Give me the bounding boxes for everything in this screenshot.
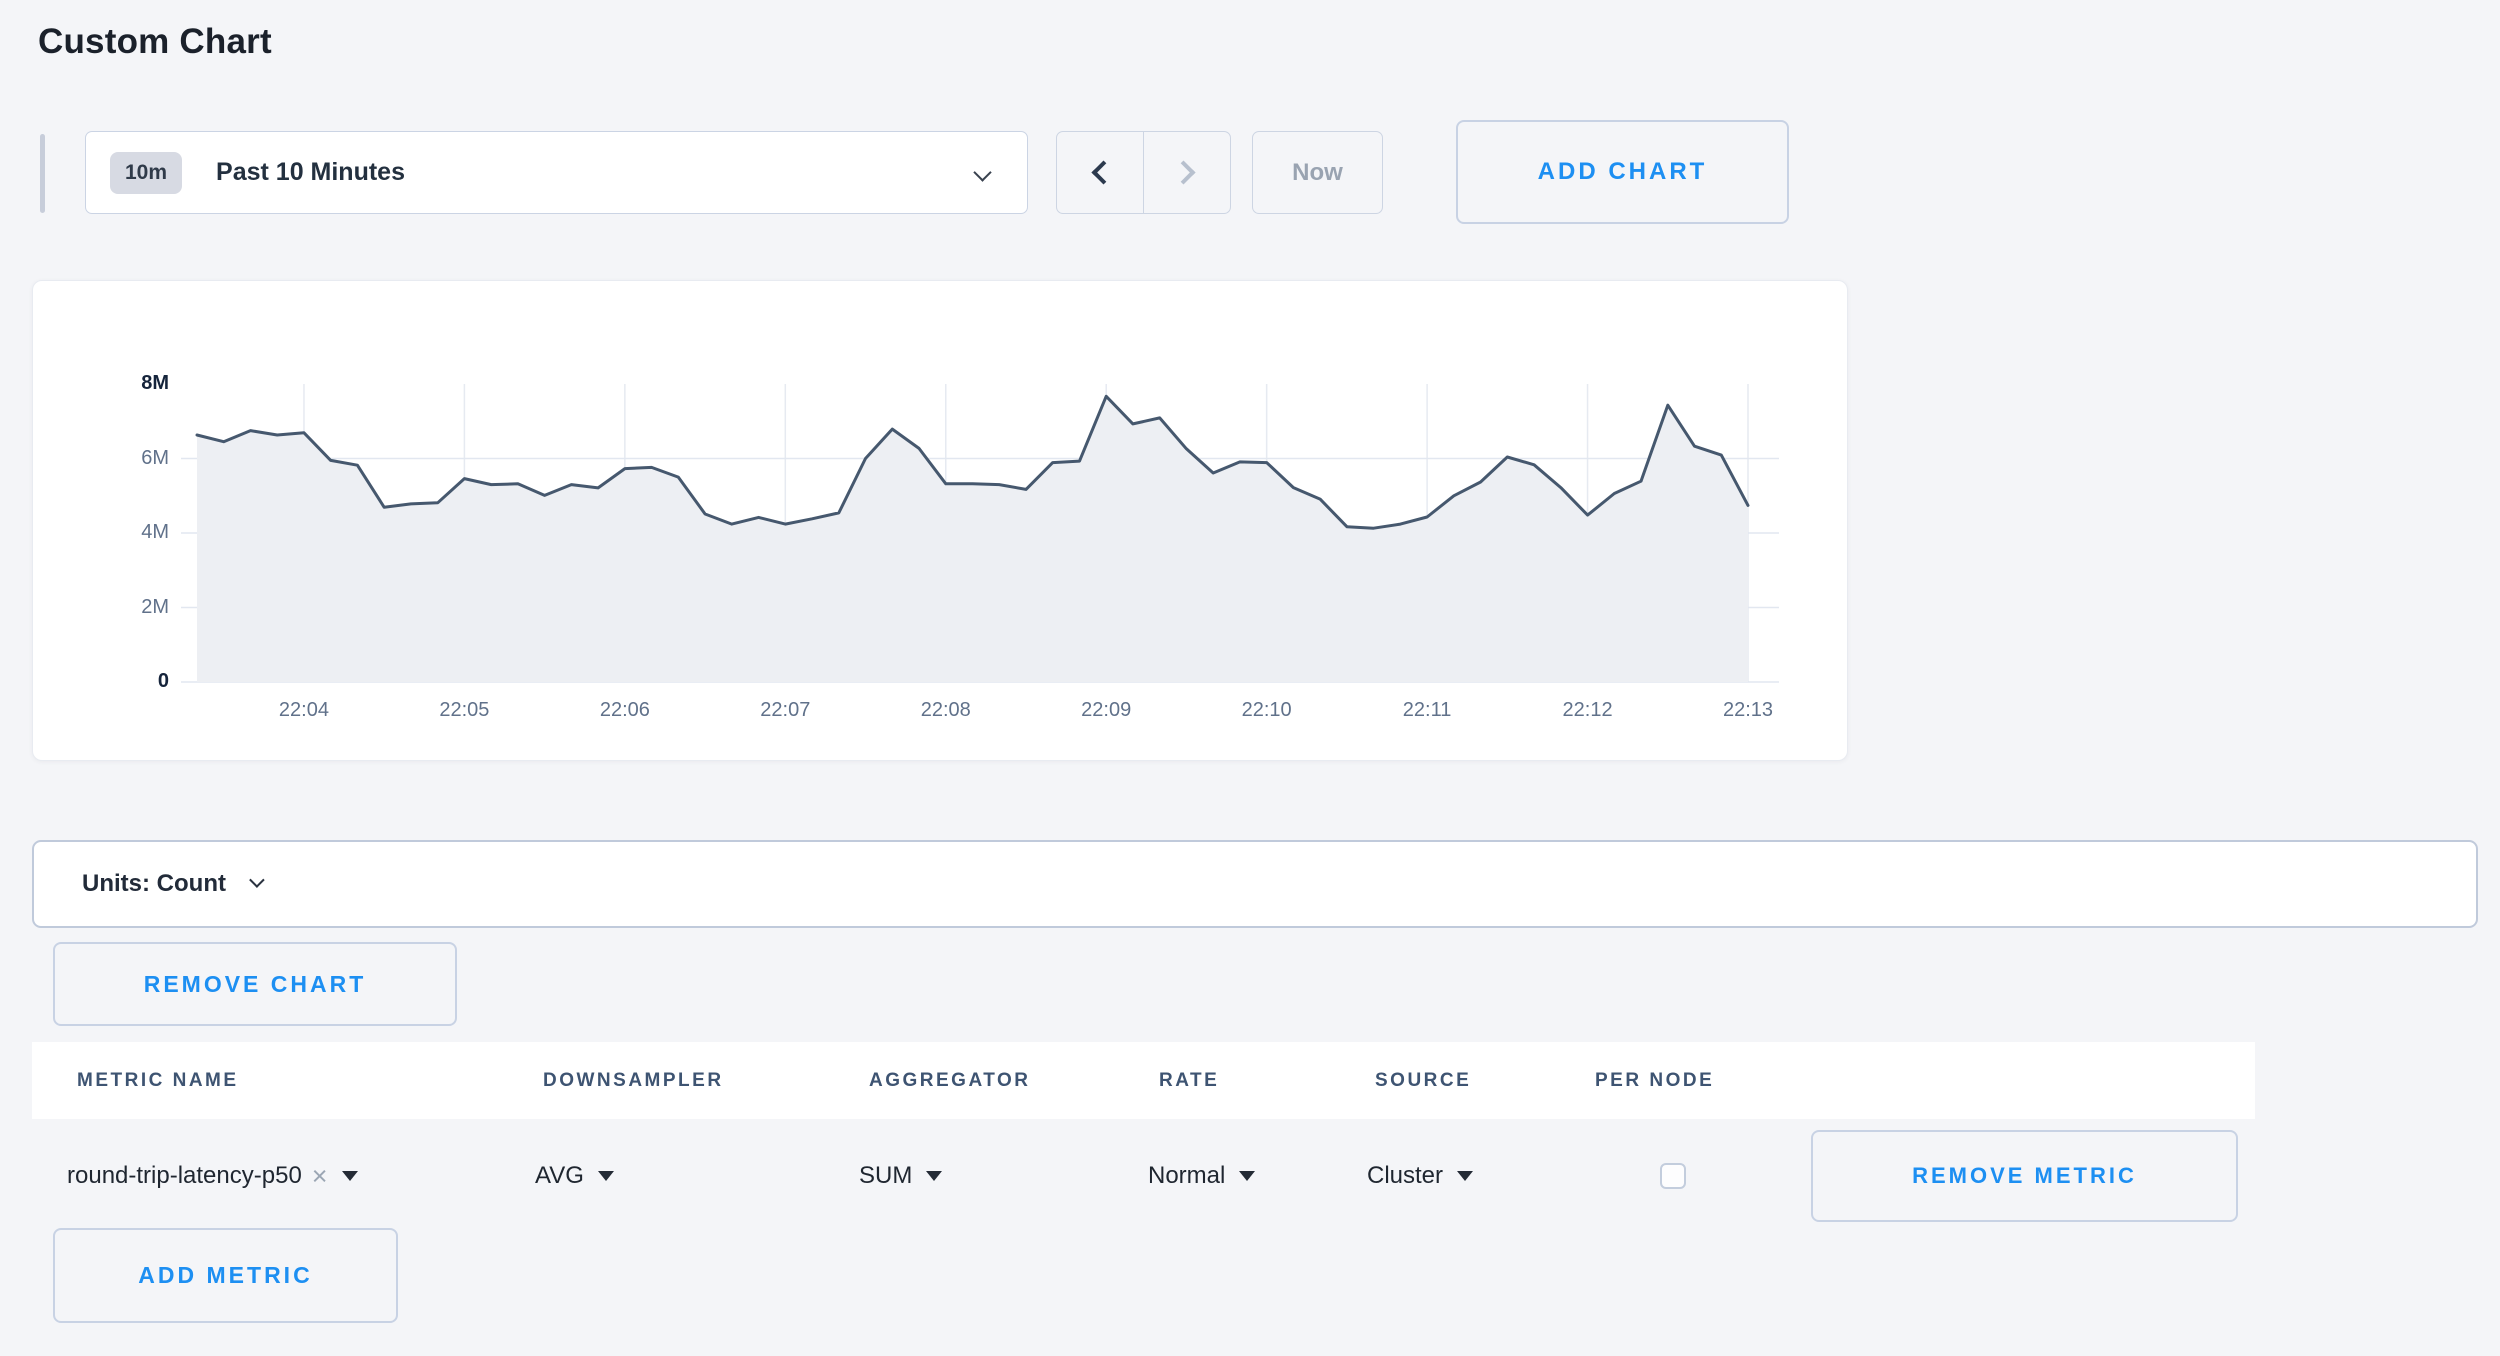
x-axis-label: 22:08 bbox=[920, 699, 971, 721]
page-title: Custom Chart bbox=[38, 22, 272, 61]
time-nav-group bbox=[1056, 131, 1232, 214]
now-button[interactable]: Now bbox=[1252, 131, 1383, 214]
rate-select[interactable]: Normal bbox=[1148, 1162, 1256, 1190]
y-axis-label: 0 bbox=[157, 670, 169, 692]
metric-name-value: round-trip-latency-p50 bbox=[67, 1162, 302, 1189]
x-axis-label: 22:13 bbox=[1722, 699, 1774, 721]
y-axis-label: 6M bbox=[141, 446, 169, 469]
source-select[interactable]: Cluster bbox=[1367, 1162, 1474, 1190]
chevron-down-icon bbox=[249, 871, 265, 888]
x-axis-label: 22:04 bbox=[278, 699, 329, 721]
clear-metric-icon[interactable]: × bbox=[311, 1160, 328, 1191]
chart-card: 0 2M 4M 6M 8M 22:04 22:05 22:06 22:07 22:08 22:09 2… bbox=[32, 280, 1848, 761]
column-header-aggregator: AGGREGATOR bbox=[869, 1069, 1031, 1091]
x-axis-label: 22:07 bbox=[760, 699, 811, 721]
column-header-downsampler: DOWNSAMPLER bbox=[543, 1069, 724, 1091]
chevron-down-icon bbox=[973, 163, 992, 182]
x-axis-label: 22:09 bbox=[1081, 699, 1132, 721]
column-header-source: SOURCE bbox=[1375, 1069, 1472, 1091]
time-forward-button[interactable] bbox=[1142, 131, 1231, 214]
caret-down-icon bbox=[597, 1171, 614, 1181]
chevron-left-icon bbox=[1090, 160, 1116, 185]
column-header-metric-name: METRIC NAME bbox=[77, 1069, 239, 1091]
series-line bbox=[195, 394, 1750, 530]
time-scale-accent-bar bbox=[40, 134, 45, 213]
remove-chart-button[interactable]: REMOVE CHART bbox=[53, 942, 457, 1026]
x-axis-label: 22:11 bbox=[1402, 699, 1452, 721]
time-back-button[interactable] bbox=[1056, 131, 1144, 214]
time-scale-badge: 10m bbox=[110, 151, 183, 194]
source-value: Cluster bbox=[1367, 1162, 1444, 1189]
time-scale-dropdown[interactable]: 10m Past 10 Minutes bbox=[85, 131, 1028, 214]
chart-svg bbox=[181, 384, 1779, 683]
remove-metric-button[interactable]: REMOVE METRIC bbox=[1811, 1130, 2238, 1222]
metric-row: round-trip-latency-p50 × AVG SUM Normal … bbox=[32, 1119, 2255, 1226]
series-area bbox=[197, 396, 1748, 682]
caret-down-icon bbox=[1239, 1171, 1256, 1181]
column-header-rate: RATE bbox=[1159, 1069, 1220, 1091]
downsampler-select[interactable]: AVG bbox=[535, 1162, 614, 1190]
y-axis-label: 2M bbox=[141, 595, 169, 618]
per-node-checkbox[interactable] bbox=[1660, 1163, 1686, 1189]
caret-down-icon bbox=[341, 1171, 358, 1181]
column-header-per-node: PER NODE bbox=[1595, 1069, 1715, 1091]
caret-down-icon bbox=[1457, 1171, 1474, 1181]
y-axis-label: 4M bbox=[141, 521, 169, 543]
chevron-right-icon bbox=[1171, 160, 1196, 185]
metric-name-select[interactable]: round-trip-latency-p50 × bbox=[67, 1162, 358, 1190]
units-dropdown[interactable]: Units: Count bbox=[32, 840, 2478, 928]
x-axis-label: 22:10 bbox=[1241, 699, 1292, 721]
x-axis-label: 22:06 bbox=[599, 699, 650, 721]
downsampler-value: AVG bbox=[535, 1162, 584, 1189]
rate-value: Normal bbox=[1148, 1162, 1226, 1189]
x-axis-label: 22:05 bbox=[439, 699, 490, 721]
metrics-table-header: METRIC NAME DOWNSAMPLER AGGREGATOR RATE … bbox=[32, 1042, 2255, 1119]
caret-down-icon bbox=[926, 1171, 943, 1181]
y-axis-label: 8M bbox=[141, 372, 169, 394]
aggregator-select[interactable]: SUM bbox=[859, 1162, 943, 1190]
time-scale-label: Past 10 Minutes bbox=[216, 158, 405, 186]
units-label: Units: Count bbox=[82, 870, 226, 897]
add-chart-button[interactable]: ADD CHART bbox=[1456, 120, 1789, 224]
add-metric-button[interactable]: ADD METRIC bbox=[53, 1228, 398, 1323]
aggregator-value: SUM bbox=[859, 1162, 913, 1189]
time-series-chart: 0 2M 4M 6M 8M 22:04 22:05 22:06 22:07 22:08 22:09 2… bbox=[33, 281, 1847, 760]
x-axis-label: 22:12 bbox=[1562, 699, 1613, 721]
